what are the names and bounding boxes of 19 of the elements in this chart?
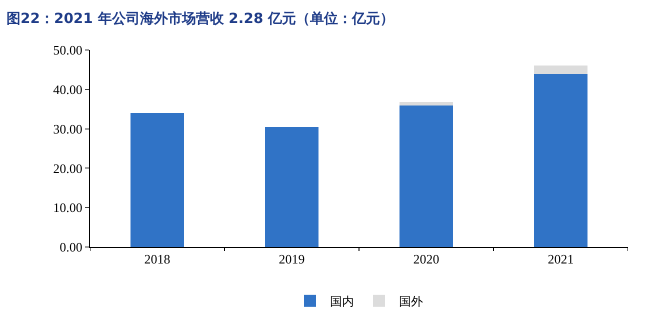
bar	[130, 113, 184, 247]
x-tick-label: 2021	[548, 252, 574, 267]
y-tick-label: 30.00	[53, 121, 82, 136]
y-tick-label: 40.00	[53, 82, 82, 97]
bar	[399, 106, 454, 247]
x-tick-label: 2019	[278, 252, 305, 267]
x-tick-label: 2020	[413, 252, 440, 267]
bar	[399, 102, 454, 106]
bar	[534, 65, 588, 74]
chart-title: 图22：2021 年公司海外市场营收 2.28 亿元（单位：亿元）	[6, 10, 394, 27]
x-tick-label: 2018	[144, 252, 170, 267]
legend-label: 国外	[399, 294, 423, 309]
bar	[534, 74, 588, 247]
y-tick-label: 50.00	[53, 42, 82, 58]
y-tick-label: 0.00	[60, 240, 82, 255]
bar	[264, 127, 319, 247]
y-tick-label: 10.00	[53, 200, 82, 216]
legend-label: 国内	[330, 294, 354, 309]
y-tick-label: 20.00	[53, 160, 82, 176]
